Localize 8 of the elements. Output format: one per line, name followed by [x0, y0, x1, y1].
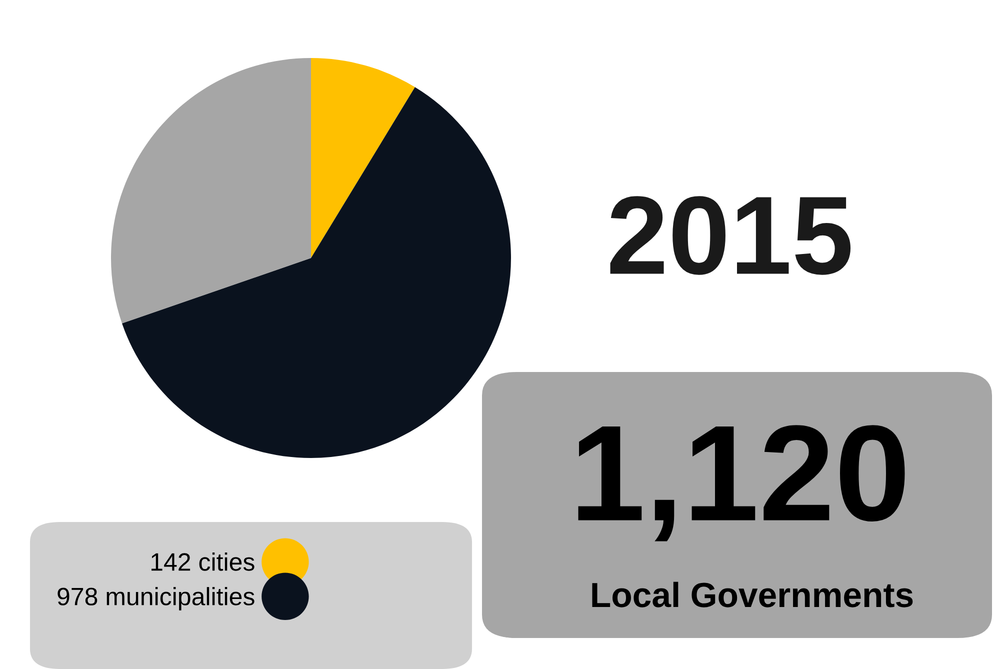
pie-slice [311, 58, 415, 258]
pie-slice [122, 87, 511, 458]
text: 1,120 [578, 425, 905, 542]
text: Local Governments [592, 582, 913, 608]
legend-label: 978 municipalities [58, 587, 254, 610]
legend-label: 142 cities [152, 552, 254, 571]
text: 2015 [610, 196, 851, 275]
pie-slice [111, 58, 311, 324]
